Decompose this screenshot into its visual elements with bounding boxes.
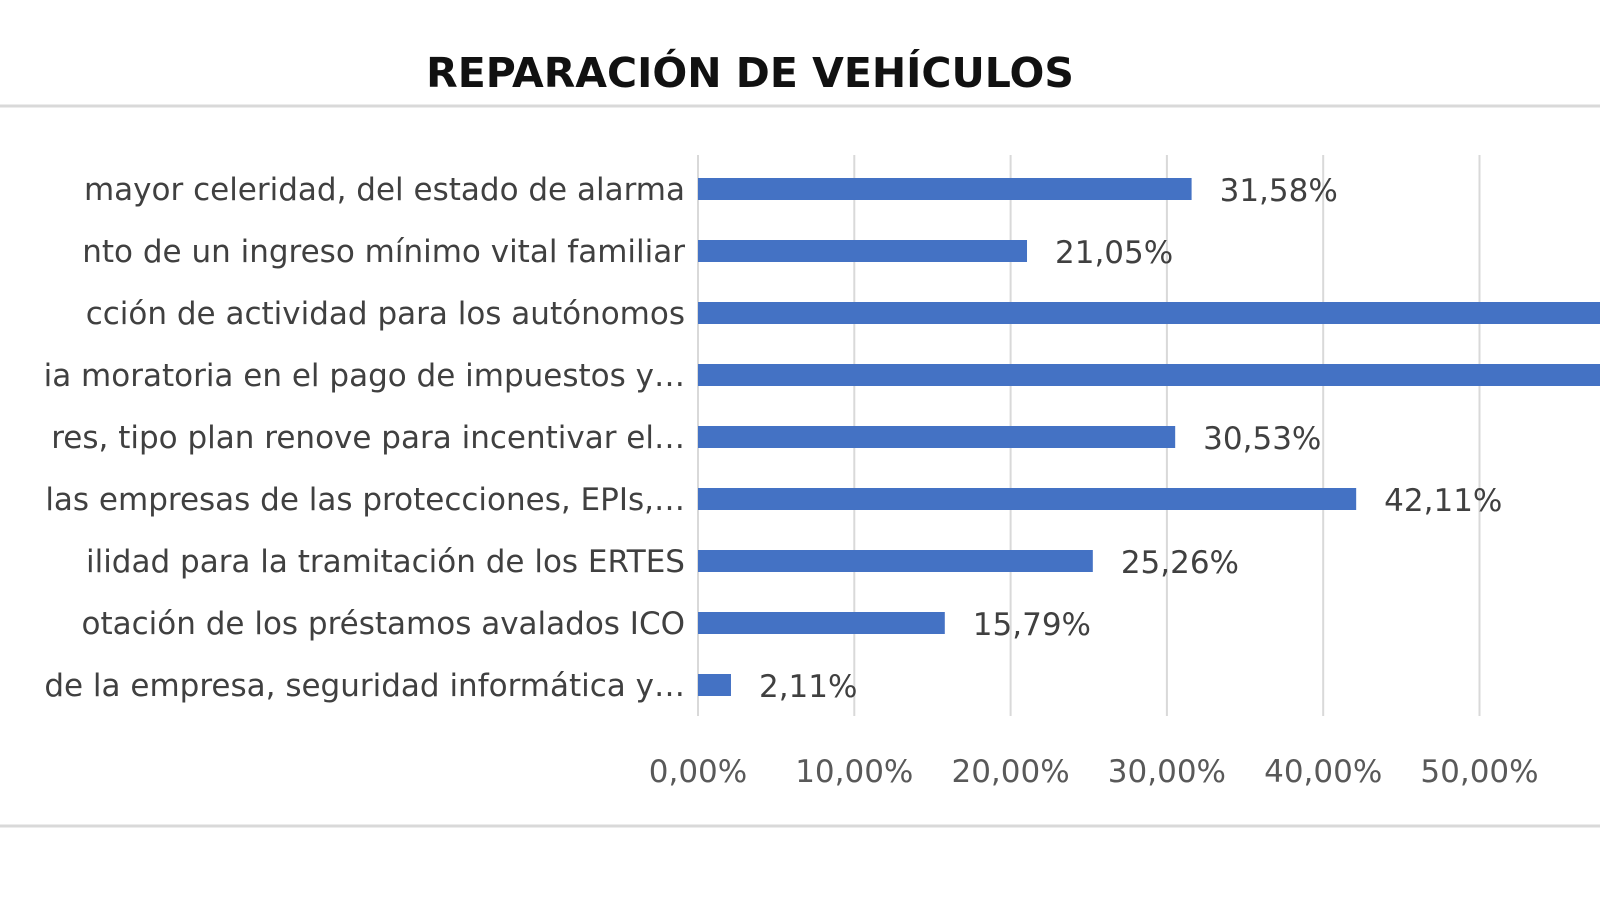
x-tick-label: 30,00% [1108, 754, 1226, 790]
bar [698, 674, 731, 696]
bars [698, 178, 1600, 696]
bar [698, 612, 945, 634]
data-label: 42,11% [1384, 483, 1502, 519]
category-label: cción de actividad para los autónomos [86, 296, 685, 332]
category-label: de la empresa, seguridad informática y… [44, 668, 685, 704]
value-labels: 31,58% 21,05% 30,53% 42,11% 25,26% 15,79% 2,11… [759, 173, 1502, 705]
data-label: 30,53% [1203, 421, 1321, 457]
bar [698, 550, 1093, 572]
bar [698, 240, 1028, 262]
x-tick-label: 20,00% [951, 754, 1069, 790]
bar [698, 302, 1600, 324]
chart-title: REPARACIÓN DE VEHÍCULOS [426, 49, 1074, 97]
category-label: mayor celeridad, del estado de alarma [84, 172, 685, 208]
category-label: ilidad para la tramitación de los ERTES [86, 544, 685, 580]
bar [698, 178, 1192, 200]
category-label: las empresas de las protecciones, EPIs,… [45, 482, 685, 518]
x-tick-label: 50,00% [1420, 754, 1538, 790]
category-label: ia moratoria en el pago de impuestos y… [44, 358, 685, 394]
x-tick-label: 0,00% [649, 754, 747, 790]
bar [698, 364, 1600, 386]
data-label: 31,58% [1220, 173, 1338, 209]
category-label: res, tipo plan renove para incentivar el… [51, 420, 685, 456]
bar [698, 488, 1357, 510]
category-label: nto de un ingreso mínimo vital familiar [82, 234, 685, 270]
bar [698, 426, 1176, 448]
data-label: 15,79% [973, 607, 1091, 643]
x-tick-label: 10,00% [795, 754, 913, 790]
data-label: 25,26% [1121, 545, 1239, 581]
x-tick-label: 40,00% [1264, 754, 1382, 790]
x-axis-tick-labels: 0,00% 10,00% 20,00% 30,00% 40,00% 50,00% [649, 754, 1539, 790]
category-label: otación de los préstamos avalados ICO [81, 606, 685, 642]
data-label: 21,05% [1055, 235, 1173, 271]
category-labels: mayor celeridad, del estado de alarma nto… [44, 172, 686, 704]
data-label: 2,11% [759, 669, 857, 705]
